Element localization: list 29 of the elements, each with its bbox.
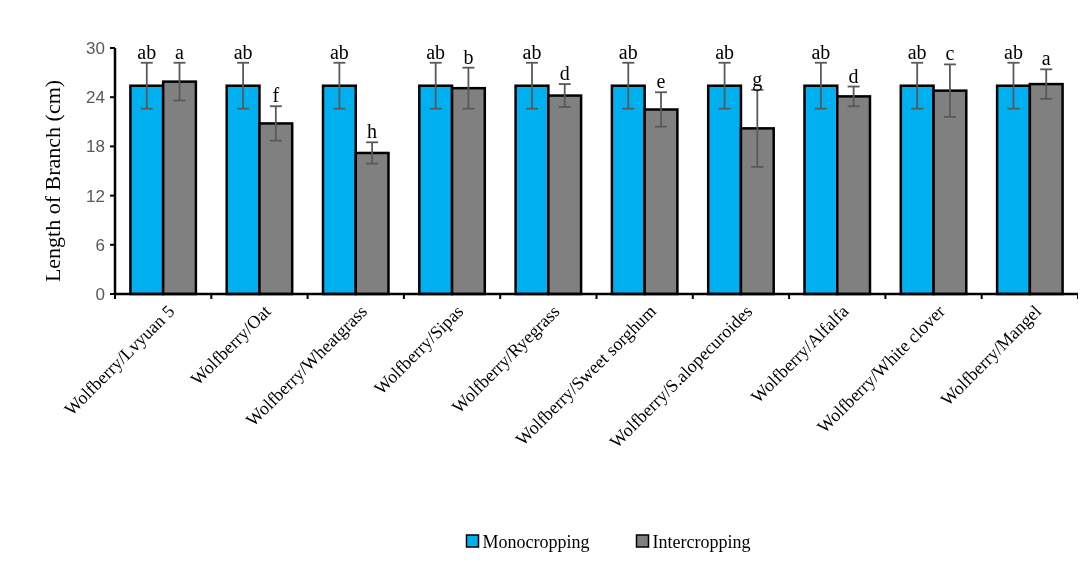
data-label: h <box>367 120 378 143</box>
data-label: ab <box>522 40 542 63</box>
y-tick-label: 18 <box>86 137 105 157</box>
data-label: g <box>752 67 763 91</box>
y-axis-title: Length of Branch (cm) <box>40 79 65 283</box>
data-label: ab <box>715 40 735 63</box>
legend-label: Intercropping <box>652 532 751 553</box>
data-label: d <box>559 62 570 85</box>
data-label: ab <box>811 40 831 63</box>
data-label: b <box>463 45 474 68</box>
data-label: ab <box>137 40 157 63</box>
data-label: f <box>272 84 280 107</box>
data-label: e <box>656 70 666 93</box>
y-tick-label: 24 <box>86 88 105 108</box>
y-tick-label: 0 <box>95 284 105 304</box>
data-label: a <box>175 40 185 63</box>
data-label: ab <box>233 40 253 63</box>
data-label: ab <box>618 40 638 63</box>
data-label: a <box>1041 47 1051 70</box>
legend-label: Monocropping <box>482 532 590 553</box>
data-label: ab <box>329 40 349 63</box>
data-label: ab <box>1004 40 1023 63</box>
y-tick-label: 30 <box>86 38 105 58</box>
data-label: ab <box>907 40 927 63</box>
y-tick-label: 6 <box>95 235 105 255</box>
y-tick-label: 12 <box>86 186 105 206</box>
data-label: c <box>945 42 955 65</box>
data-label: ab <box>426 40 446 63</box>
data-label: d <box>848 64 859 87</box>
